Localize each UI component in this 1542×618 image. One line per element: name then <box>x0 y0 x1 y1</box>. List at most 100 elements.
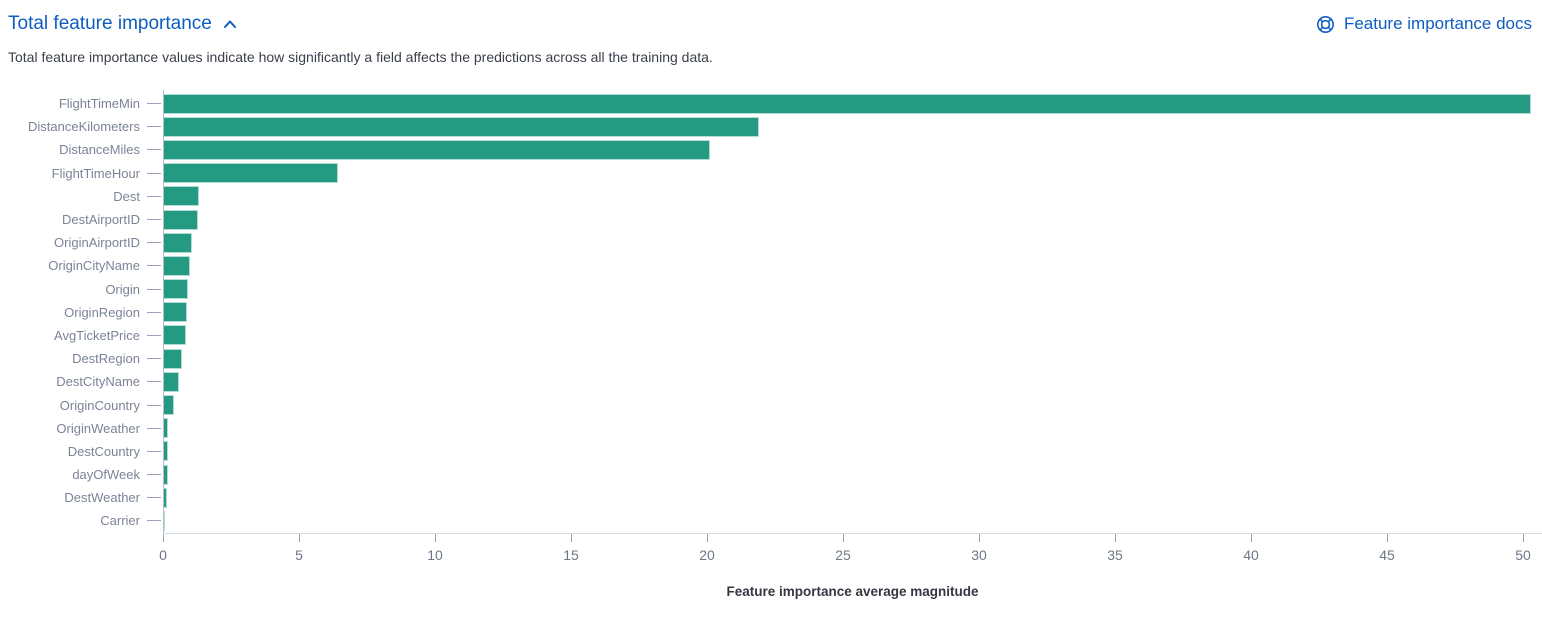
y-axis-label: Dest <box>113 188 140 204</box>
chart-row: OriginWeather <box>0 417 1542 440</box>
chart-row: DistanceKilometers <box>0 115 1542 138</box>
bar-area <box>163 324 1542 347</box>
section-title: Total feature importance <box>8 13 212 34</box>
y-tick-mark <box>147 497 161 499</box>
bar-area <box>163 231 1542 254</box>
x-tick-mark <box>299 533 300 542</box>
bar[interactable] <box>163 279 189 300</box>
x-tick-mark <box>707 533 708 542</box>
y-axis-label: AvgTicketPrice <box>54 327 140 343</box>
y-tick-mark <box>147 126 161 128</box>
chart-row: FlightTimeMin <box>0 92 1542 115</box>
chart-row: AvgTicketPrice <box>0 324 1542 347</box>
bar-area <box>163 185 1542 208</box>
y-axis-label: FlightTimeMin <box>58 96 140 112</box>
y-tick-mark <box>147 520 161 522</box>
x-tick-label: 10 <box>427 546 443 563</box>
x-tick-label: 5 <box>295 546 303 563</box>
lifebuoy-help-icon <box>1317 15 1334 33</box>
x-tick-mark <box>571 533 572 542</box>
bar-area <box>163 370 1542 393</box>
x-tick-label: 25 <box>835 546 851 563</box>
y-tick-mark <box>147 103 161 105</box>
bar[interactable] <box>163 163 339 184</box>
y-axis-label: DestCityName <box>56 374 140 390</box>
y-axis-label: OriginAirportID <box>54 235 140 251</box>
chart-row: OriginCityName <box>0 254 1542 277</box>
bar[interactable] <box>163 371 180 392</box>
chart-row: DestCityName <box>0 370 1542 393</box>
chart-row: Carrier <box>0 509 1542 532</box>
x-tick-label: 15 <box>563 546 579 563</box>
chart-row: DestCountry <box>0 440 1542 463</box>
x-tick-label: 20 <box>699 546 715 563</box>
y-tick-mark <box>147 381 161 383</box>
y-tick-mark <box>147 195 161 197</box>
x-tick-label: 0 <box>159 546 167 563</box>
y-axis-label: Carrier <box>100 513 140 529</box>
feature-importance-chart: FlightTimeMin DistanceKilometers DistanceM… <box>0 90 1542 599</box>
x-tick-label: 30 <box>971 546 987 563</box>
y-tick-mark <box>147 242 161 244</box>
bar-area <box>163 509 1542 532</box>
bar-area <box>163 301 1542 324</box>
bar-area <box>163 138 1542 161</box>
y-tick-mark <box>147 288 161 290</box>
total-feature-importance-toggle[interactable]: Total feature importance <box>8 13 238 35</box>
y-tick-mark <box>147 149 161 151</box>
bar[interactable] <box>163 255 190 276</box>
bar-area <box>163 393 1542 416</box>
bar[interactable] <box>163 139 710 160</box>
x-tick-mark <box>1251 533 1252 542</box>
y-axis-label: dayOfWeek <box>72 467 140 483</box>
bar[interactable] <box>163 325 186 346</box>
x-tick-mark <box>435 533 436 542</box>
y-tick-mark <box>147 474 161 476</box>
x-tick-mark <box>979 533 980 542</box>
chart-row: DestAirportID <box>0 208 1542 231</box>
y-axis-label: DestWeather <box>64 490 140 506</box>
bar-area <box>163 486 1542 509</box>
y-tick-mark <box>147 172 161 174</box>
bar[interactable] <box>163 209 199 230</box>
bar[interactable] <box>163 186 200 207</box>
chart-row: Dest <box>0 185 1542 208</box>
chart-row: dayOfWeek <box>0 463 1542 486</box>
bar-area <box>163 278 1542 301</box>
y-axis-label: OriginWeather <box>56 420 140 436</box>
y-tick-mark <box>147 219 161 221</box>
y-axis-label: DestAirportID <box>61 212 140 228</box>
panel-header: Total feature importance Feature importa… <box>0 0 1542 35</box>
chart-row: DistanceMiles <box>0 138 1542 161</box>
x-tick-mark <box>1387 533 1388 542</box>
x-tick-label: 50 <box>1515 546 1531 563</box>
feature-importance-docs-link[interactable]: Feature importance docs <box>1315 14 1532 35</box>
bar[interactable] <box>163 395 174 416</box>
y-axis-label: DistanceMiles <box>59 142 140 158</box>
x-tick-mark <box>843 533 844 542</box>
bar-area <box>163 254 1542 277</box>
chart-row: FlightTimeHour <box>0 162 1542 185</box>
chart-row: OriginAirportID <box>0 231 1542 254</box>
y-axis-label: OriginCountry <box>59 397 140 413</box>
bar[interactable] <box>163 302 187 323</box>
bar[interactable] <box>163 232 193 253</box>
y-axis-line <box>163 90 164 533</box>
y-tick-mark <box>147 358 161 360</box>
bar-area <box>163 440 1542 463</box>
panel-description: Total feature importance values indicate… <box>8 49 713 65</box>
bar[interactable] <box>163 116 759 137</box>
x-axis: 0 5 10 15 20 25 30 35 40 45 50 <box>159 532 1542 572</box>
bar-area <box>163 417 1542 440</box>
y-axis-label: Origin <box>105 281 140 297</box>
y-axis-label: FlightTimeHour <box>51 165 140 181</box>
y-axis-label: DistanceKilometers <box>28 119 140 135</box>
bar[interactable] <box>163 348 183 369</box>
chart-row: Origin <box>0 278 1542 301</box>
bar-area <box>163 92 1542 115</box>
x-tick-label: 40 <box>1243 546 1259 563</box>
chart-row: DestWeather <box>0 486 1542 509</box>
x-tick-label: 45 <box>1379 546 1395 563</box>
bar[interactable] <box>163 93 1532 114</box>
